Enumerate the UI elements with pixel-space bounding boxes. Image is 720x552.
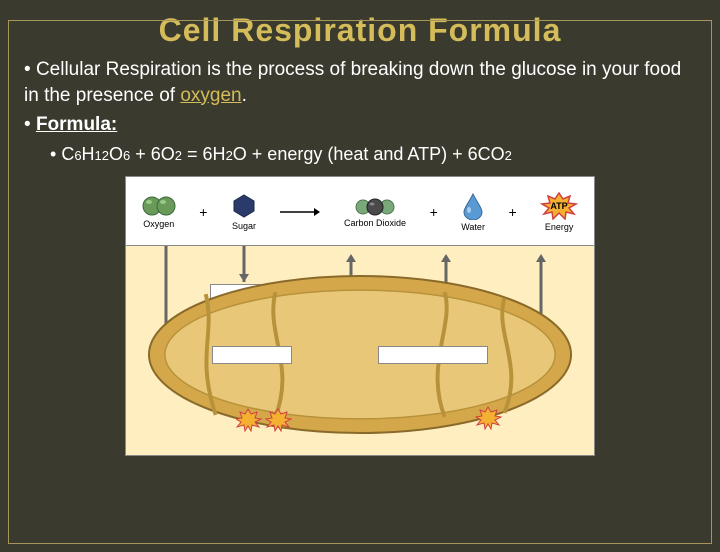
box-krebs — [212, 346, 292, 364]
mitochondrion-shape — [146, 274, 574, 435]
box-etc — [378, 346, 488, 364]
atp-small-2 — [474, 405, 504, 431]
mitochondrion — [146, 274, 574, 435]
cell-panel — [125, 246, 595, 456]
atp-small-1 — [236, 407, 296, 433]
